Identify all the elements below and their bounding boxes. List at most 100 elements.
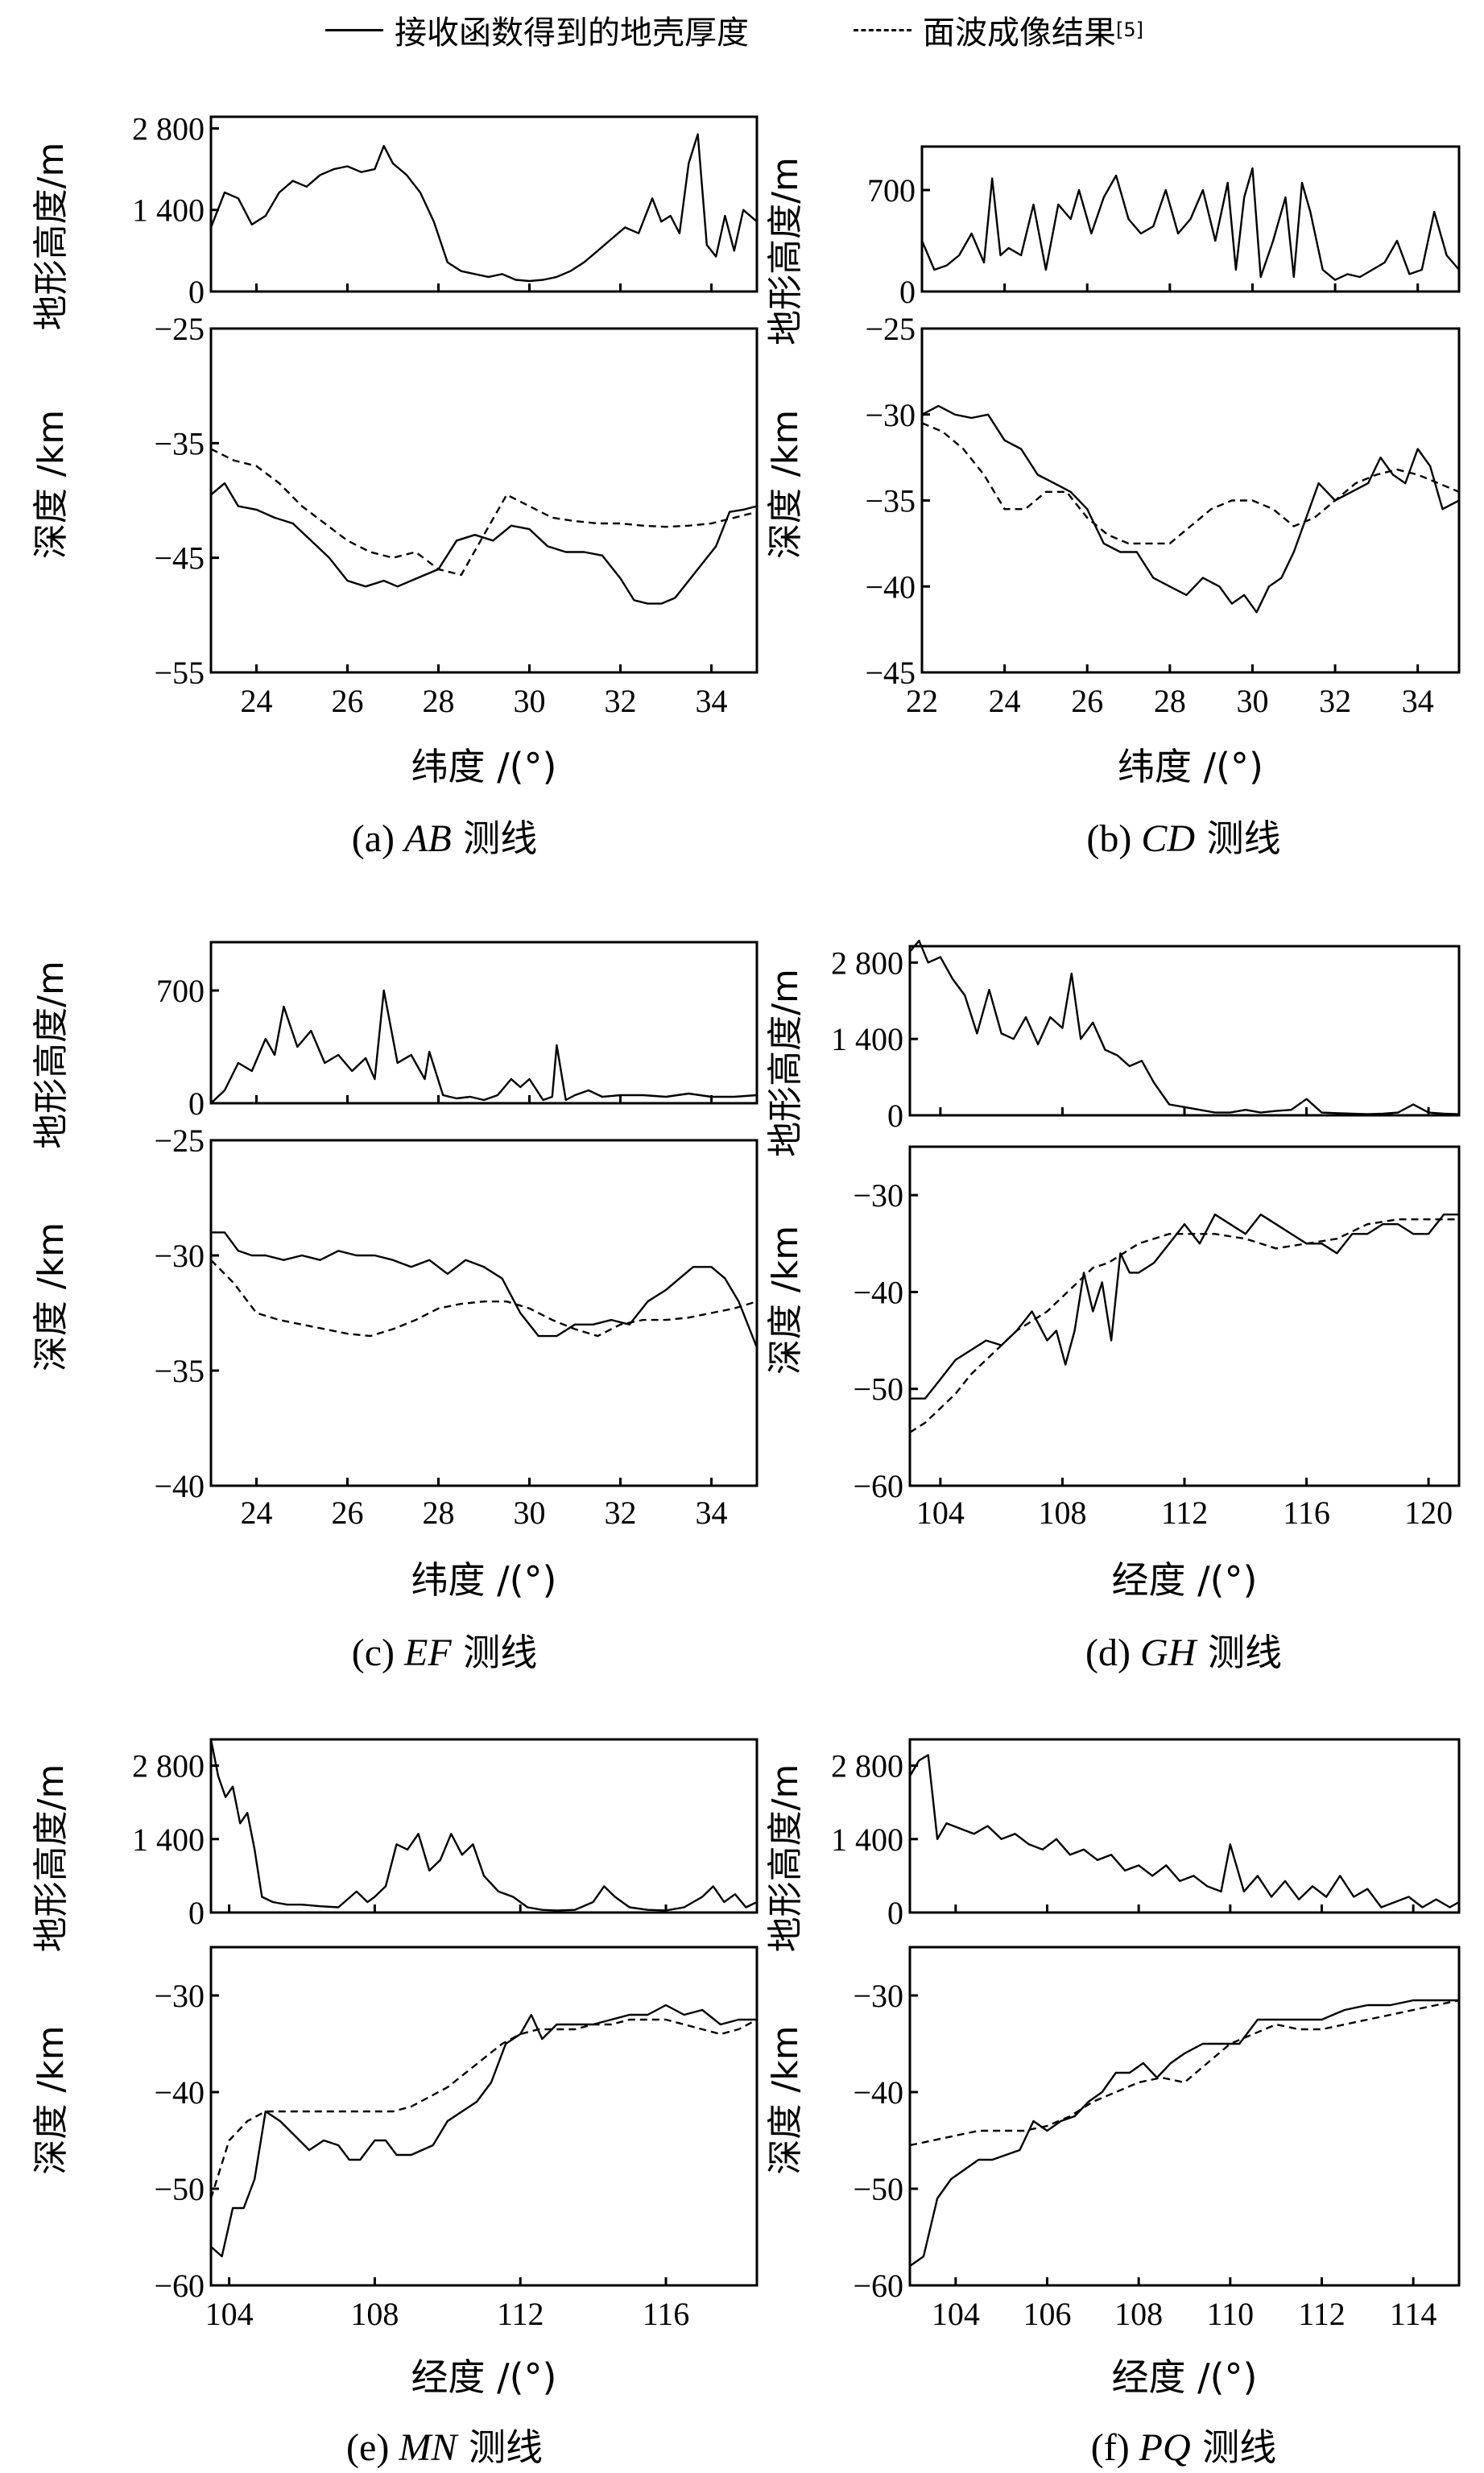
depth-ytick-label: −50 xyxy=(853,1371,903,1408)
legend-dashed-label: 面波成像结果 xyxy=(923,14,1116,52)
solid-line-swatch xyxy=(325,28,383,31)
xtick-label: 26 xyxy=(1071,683,1103,719)
depth-ytick-label: −60 xyxy=(154,2268,205,2304)
xtick-label: 24 xyxy=(989,683,1021,719)
depth-ytick-label: −40 xyxy=(154,1468,205,1504)
topo-frame xyxy=(908,945,1461,1117)
xtick-label: 22 xyxy=(906,683,938,719)
topography-line xyxy=(209,133,758,283)
topo-y-axis-label: 地形高度/m xyxy=(765,157,806,345)
depth-y-axis-label: 深度 /km xyxy=(31,410,72,559)
x-axis-label: 经度 /(°) xyxy=(1111,1558,1257,1602)
xtick-label: 30 xyxy=(514,683,546,719)
xtick-label: 28 xyxy=(423,1495,455,1531)
topography-line xyxy=(908,1754,1460,1909)
topo-ytick-label: 1 400 xyxy=(132,192,205,229)
caption-line-code: CD xyxy=(1141,817,1195,860)
xtick-label: 108 xyxy=(1114,2296,1163,2332)
surface-wave-line xyxy=(909,1999,1460,2147)
xtick-label: 104 xyxy=(932,2296,980,2332)
caption-prefix: (d) xyxy=(1085,1631,1140,1674)
caption-line-code: EF xyxy=(403,1631,452,1674)
topo-y-axis-label: 地形高度/m xyxy=(31,961,72,1149)
topo-ytick-label: 0 xyxy=(188,1895,205,1931)
topo-ytick-label: 2 800 xyxy=(831,1748,903,1784)
depth-ytick-label: −40 xyxy=(853,1274,903,1310)
panel-a: 0 1 400 2 800 −25 −35 −45 −55 24 26 28 30 32 34 纬度 /(… xyxy=(31,110,759,860)
depth-ytick-label: −30 xyxy=(853,1978,903,2014)
x-axis-label: 纬度 /(°) xyxy=(411,1558,556,1602)
caption-suffix: 测线 xyxy=(452,817,538,860)
receiver-function-line xyxy=(210,2004,757,2258)
surface-wave-line xyxy=(210,1259,758,1338)
depth-frame xyxy=(920,327,1461,674)
caption-line-code: GH xyxy=(1140,1631,1198,1674)
panel-f: 0 1 400 2 800 −30 −40 −50 −60 104 106 108 110 112 11… xyxy=(765,1738,1461,2469)
depth-ytick-label: −40 xyxy=(154,2074,205,2111)
caption-prefix: (f) xyxy=(1091,2426,1139,2469)
caption-prefix: (e) xyxy=(346,2426,399,2469)
dashed-line-swatch xyxy=(854,28,911,31)
depth-y-axis-label: 深度 /km xyxy=(765,410,806,559)
caption-line-code: AB xyxy=(402,817,452,860)
xtick-label: 28 xyxy=(423,683,455,719)
xtick-label: 108 xyxy=(350,2296,399,2332)
xtick-label: 32 xyxy=(605,683,637,719)
x-axis-label: 纬度 /(°) xyxy=(1118,745,1263,788)
depth-ytick-label: −30 xyxy=(154,1978,205,2014)
depth-frame xyxy=(209,1139,759,1487)
depth-frame xyxy=(908,1946,1461,2287)
topo-ytick-label: 0 xyxy=(188,274,205,310)
xtick-label: 104 xyxy=(916,1495,965,1531)
depth-ytick-label: −30 xyxy=(853,1177,903,1214)
receiver-function-line xyxy=(910,1214,1459,1400)
legend: 接收函数得到的地壳厚度 面波成像结果 [5] xyxy=(0,0,1484,64)
receiver-function-line xyxy=(921,404,1460,614)
depth-ytick-label: −60 xyxy=(853,2268,903,2304)
topo-ytick-label: 0 xyxy=(899,274,916,310)
panel-caption: (a) AB 测线 xyxy=(352,817,538,860)
topo-frame xyxy=(209,1738,759,1914)
topo-ytick-label: 2 800 xyxy=(831,945,903,981)
legend-dashed-reference: [5] xyxy=(1116,19,1143,41)
depth-ytick-label: −35 xyxy=(154,425,205,461)
xtick-label: 112 xyxy=(1298,2296,1346,2332)
x-axis-label: 经度 /(°) xyxy=(411,2355,556,2399)
topography-line xyxy=(909,940,1460,1115)
panel-caption: (b) CD 测线 xyxy=(1086,817,1280,860)
surface-wave-line xyxy=(209,2018,758,2199)
topography-line xyxy=(209,1739,758,1912)
panel-caption: (f) PQ 测线 xyxy=(1091,2425,1277,2469)
panel-caption: (c) EF 测线 xyxy=(352,1631,538,1674)
caption-suffix: 测线 xyxy=(1196,1631,1282,1674)
topo-ytick-label: 0 xyxy=(887,1098,903,1134)
depth-frame xyxy=(209,1946,759,2287)
depth-frame xyxy=(209,327,759,674)
xtick-label: 114 xyxy=(1390,2296,1437,2332)
depth-y-axis-label: 深度 /km xyxy=(31,2025,72,2174)
depth-ytick-label: −25 xyxy=(154,311,205,347)
topo-y-axis-label: 地形高度/m xyxy=(765,969,806,1157)
xtick-label: 116 xyxy=(643,2296,690,2332)
topo-ytick-label: 1 400 xyxy=(831,1021,903,1057)
topo-ytick-label: 2 800 xyxy=(132,110,205,147)
caption-prefix: (a) xyxy=(352,817,404,860)
topo-frame xyxy=(209,941,759,1105)
depth-ytick-label: −40 xyxy=(865,569,916,605)
depth-ytick-label: −55 xyxy=(154,655,205,691)
depth-ytick-label: −35 xyxy=(865,483,916,519)
topo-y-axis-label: 地形高度/m xyxy=(765,1764,806,1953)
surface-wave-line xyxy=(210,448,758,577)
xtick-label: 26 xyxy=(332,683,364,719)
receiver-function-line xyxy=(211,1231,759,1348)
xtick-label: 24 xyxy=(241,683,273,719)
topo-ytick-label: 700 xyxy=(867,172,916,209)
panel-c: 0 700 −25 −30 −35 −40 24 26 28 30 32 34 纬度 /(°) 地形高度/… xyxy=(31,941,759,1674)
x-axis-label: 纬度 /(°) xyxy=(411,745,556,788)
caption-suffix: 测线 xyxy=(457,2425,543,2469)
topography-line xyxy=(920,167,1460,281)
receiver-function-line xyxy=(909,1999,1459,2267)
